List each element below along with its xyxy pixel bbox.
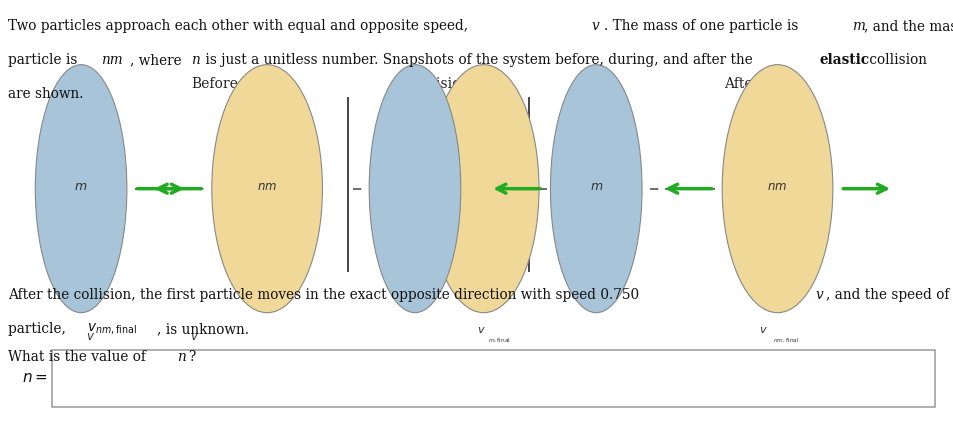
Text: n: n [177, 350, 186, 364]
Text: What is the value of: What is the value of [8, 350, 150, 364]
Text: $v$: $v$ [476, 325, 485, 335]
Text: , is unknown.: , is unknown. [157, 322, 249, 336]
Text: , where: , where [130, 53, 186, 67]
Text: $v$: $v$ [86, 329, 95, 343]
Text: Before: Before [191, 77, 238, 91]
Text: is just a unitless number. Snapshots of the system before, during, and after the: is just a unitless number. Snapshots of … [201, 53, 757, 67]
Text: . The mass of one particle is: . The mass of one particle is [603, 19, 801, 33]
Text: $v_{nm,\mathrm{final}}$: $v_{nm,\mathrm{final}}$ [87, 322, 136, 337]
Text: n: n [191, 53, 199, 67]
Text: $_{m,\mathrm{final}}$: $_{m,\mathrm{final}}$ [488, 336, 511, 345]
Text: m: m [851, 19, 863, 33]
Text: $m$: $m$ [589, 180, 602, 193]
Text: are shown.: are shown. [8, 87, 83, 101]
Text: particle,: particle, [8, 322, 70, 336]
Text: Two particles approach each other with equal and opposite speed,: Two particles approach each other with e… [8, 19, 472, 33]
Ellipse shape [550, 65, 641, 312]
Ellipse shape [369, 65, 460, 312]
Ellipse shape [35, 65, 127, 312]
Text: v: v [815, 288, 822, 302]
Text: , and the mass of the other: , and the mass of the other [863, 19, 953, 33]
Text: $v$: $v$ [759, 325, 767, 335]
Text: $nm$: $nm$ [256, 180, 277, 193]
Text: $nm$: $nm$ [766, 180, 787, 193]
Text: ?: ? [188, 350, 195, 364]
Ellipse shape [428, 65, 538, 312]
Text: particle is: particle is [8, 53, 81, 67]
Text: $_{nm,\mathrm{final}}$: $_{nm,\mathrm{final}}$ [772, 336, 799, 345]
Ellipse shape [212, 65, 322, 312]
Text: v: v [591, 19, 598, 33]
Text: nm: nm [101, 53, 123, 67]
Text: elastic: elastic [819, 53, 869, 67]
Text: $m$: $m$ [74, 180, 88, 193]
Text: After the collision, the first particle moves in the exact opposite direction wi: After the collision, the first particle … [8, 288, 639, 302]
Text: After: After [723, 77, 759, 91]
Text: Collision: Collision [408, 77, 469, 91]
Text: , and the speed of the second: , and the speed of the second [825, 288, 953, 302]
Text: $n =$: $n =$ [22, 371, 48, 385]
Text: collision: collision [864, 53, 926, 67]
Ellipse shape [721, 65, 832, 312]
Text: $v$: $v$ [190, 329, 199, 343]
